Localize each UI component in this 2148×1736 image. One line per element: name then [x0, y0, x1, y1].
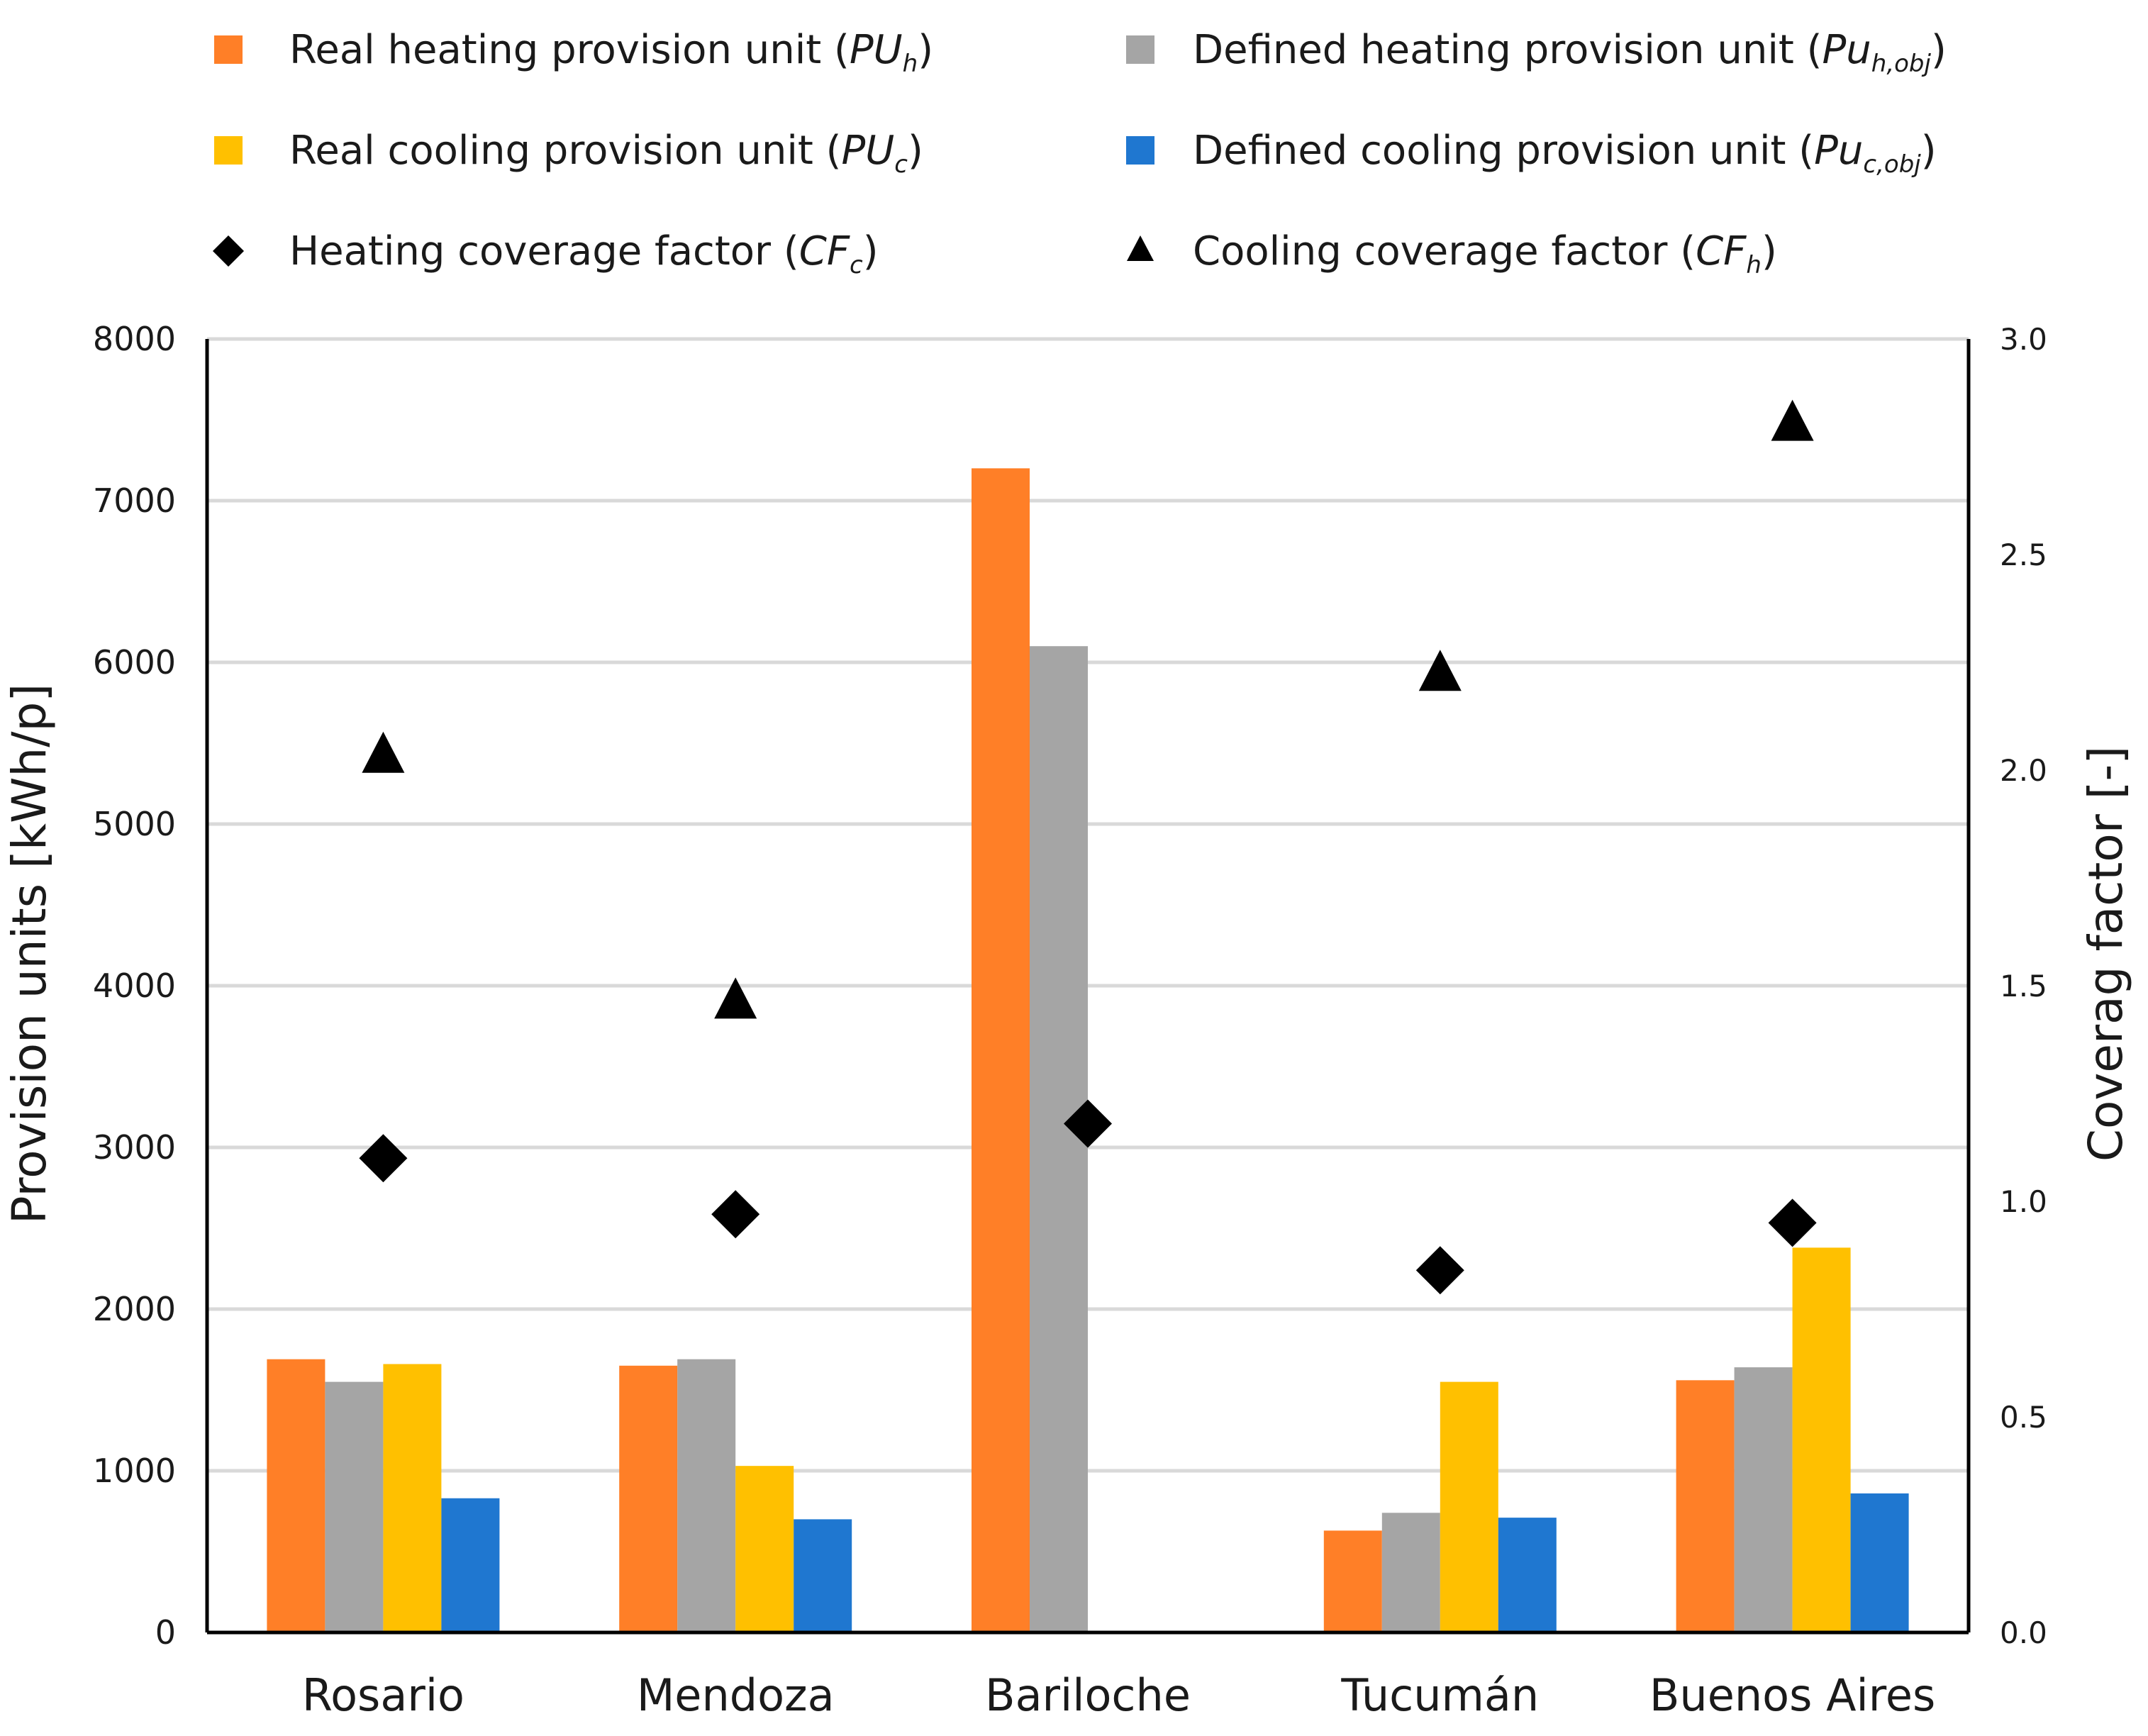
legend-label: Cooling coverage factor (CFh) [1193, 228, 1777, 279]
axes [205, 339, 1971, 1635]
legend-swatch [214, 136, 243, 165]
legend-swatch [1126, 35, 1154, 64]
heating-coverage-marker [1768, 1198, 1817, 1247]
cooling-coverage-marker [714, 977, 757, 1019]
legend-triangle-icon [1127, 235, 1154, 261]
cooling-coverage-marker [362, 731, 405, 773]
y-tick-label: 7000 [93, 482, 176, 520]
y-tick-label: 3000 [93, 1128, 176, 1167]
markers [359, 399, 1817, 1295]
category-labels: Rosario Mendoza Bariloche Tucumán Buenos Air… [302, 1669, 1936, 1721]
legend-label: Defined heating provision unit (Puh,obj) [1193, 27, 1947, 78]
y-tick-label: 4000 [93, 967, 176, 1005]
heating-coverage-marker [359, 1134, 408, 1183]
x-tick-label: Rosario [302, 1669, 464, 1721]
y-tick-label: 1000 [93, 1452, 176, 1490]
bar [619, 1365, 678, 1632]
bar [1030, 646, 1088, 1633]
bar [1381, 1513, 1440, 1632]
y-tick-label: 5000 [93, 805, 176, 843]
cooling-coverage-marker [1418, 650, 1462, 691]
legend-label: Heating coverage factor (CFc) [289, 228, 879, 279]
y-tick-label: 0 [155, 1613, 176, 1652]
legend-swatch [1126, 136, 1154, 165]
bar [1850, 1493, 1909, 1632]
bar [1440, 1381, 1498, 1632]
bar [1323, 1530, 1382, 1632]
legend-swatch [214, 35, 243, 64]
y-right-tick-label: 2.5 [2000, 538, 2047, 572]
y-tick-label: 6000 [93, 643, 176, 681]
heating-coverage-marker [711, 1190, 760, 1239]
heating-coverage-marker [1415, 1246, 1464, 1295]
bar [1792, 1247, 1851, 1632]
x-tick-label: Buenos Aires [1649, 1669, 1935, 1721]
heating-coverage-marker [1064, 1099, 1112, 1148]
bar [383, 1364, 442, 1632]
bar [735, 1466, 794, 1632]
x-tick-label: Mendoza [637, 1669, 835, 1721]
y-axis-right-title: Coverag factor [-] [2079, 746, 2133, 1162]
bar [1676, 1380, 1735, 1632]
bar [1734, 1367, 1793, 1632]
y-tick-label: 2000 [93, 1290, 176, 1328]
bars [267, 468, 1909, 1633]
y-right-tick-label: 0.5 [2000, 1400, 2047, 1435]
legend: Real heating provision unit (PUh) Defined… [213, 27, 1947, 279]
legend-diamond-icon [213, 235, 244, 267]
bar [441, 1498, 500, 1632]
bar [972, 468, 1030, 1632]
y-axis-title: Provision units [kWh/p] [2, 684, 57, 1224]
x-tick-label: Tucumán [1340, 1669, 1539, 1721]
bar [677, 1359, 736, 1632]
y-right-tick-label: 0.0 [2000, 1615, 2047, 1650]
legend-label: Real cooling provision unit (PUc) [289, 128, 923, 179]
bar [1498, 1518, 1557, 1632]
cooling-coverage-marker [1771, 399, 1814, 441]
right-tick-labels: 0.0 0.5 1.0 1.5 2.0 2.5 3.0 [2000, 322, 2047, 1650]
y-tick-label: 8000 [93, 320, 176, 358]
y-right-tick-label: 3.0 [2000, 322, 2047, 357]
bar [794, 1519, 852, 1632]
x-tick-label: Bariloche [985, 1669, 1191, 1721]
left-tick-labels: 0 1000 2000 3000 4000 5000 6000 7000 8000 [93, 320, 176, 1652]
y-right-tick-label: 1.0 [2000, 1184, 2047, 1219]
legend-label: Defined cooling provision unit (Puc,obj) [1193, 128, 1937, 179]
bar [267, 1359, 325, 1632]
bar [325, 1381, 384, 1632]
y-right-tick-label: 2.0 [2000, 753, 2047, 788]
legend-label: Real heating provision unit (PUh) [289, 27, 933, 78]
y-right-tick-label: 1.5 [2000, 969, 2047, 1003]
